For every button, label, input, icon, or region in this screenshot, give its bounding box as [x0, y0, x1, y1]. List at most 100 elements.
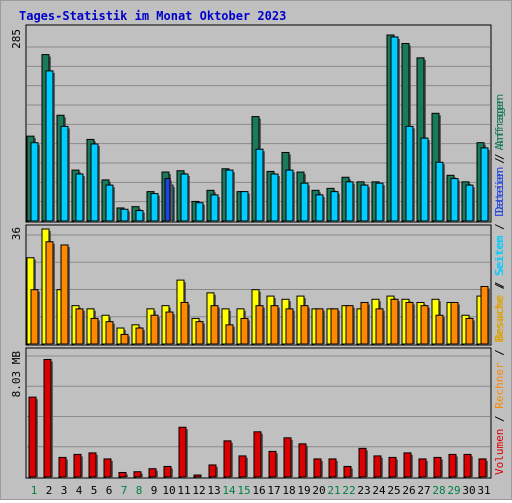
- volumen-bar: [448, 453, 457, 478]
- dateien-bar: [270, 173, 279, 222]
- chart-title: Tages-Statistik im Monat Oktober 2023: [19, 9, 286, 23]
- volumen-bar: [268, 450, 277, 478]
- dateien-bar: [390, 36, 399, 222]
- day-label: 29: [447, 484, 460, 497]
- day-label: 8: [136, 484, 143, 497]
- bottom-ymax-label: 8.03 MB: [10, 351, 23, 398]
- day-label: 20: [312, 484, 325, 497]
- volumen-bar: [328, 458, 337, 478]
- legend-entry: Anfragen: [493, 97, 506, 150]
- rechner-bar: [465, 317, 474, 345]
- volumen-bar: [163, 465, 172, 478]
- day-label: 22: [342, 484, 355, 497]
- day-label: 10: [162, 484, 175, 497]
- bottom-side-legend: Volumen / Rechner / Besuche / Seiten / D…: [493, 97, 506, 475]
- rechner-bar: [240, 317, 249, 345]
- dateien-bar: [285, 169, 294, 222]
- dateien-bar: [210, 194, 219, 222]
- dateien-bar: [465, 184, 474, 222]
- dateien-bar: [195, 202, 204, 222]
- volumen-bar: [343, 465, 352, 478]
- day-label: 27: [417, 484, 430, 497]
- volumen-bar: [253, 431, 262, 478]
- volumen-bar: [433, 456, 442, 478]
- day-label: 25: [387, 484, 400, 497]
- rechner-bar: [90, 317, 99, 345]
- day-label: 4: [76, 484, 83, 497]
- day-label: 2: [46, 484, 53, 497]
- rechner-bar: [420, 305, 429, 345]
- rechner-bar: [270, 305, 279, 345]
- dateien-bar: [30, 142, 39, 222]
- legend-entry: Seiten: [493, 237, 506, 277]
- day-label: 15: [237, 484, 250, 497]
- middle-side-legend: Besuche / Seiten: [493, 235, 506, 341]
- volumen-bar: [193, 474, 202, 478]
- day-label: 21: [327, 484, 340, 497]
- rechner-bar: [285, 308, 294, 345]
- rechner-bar: [135, 327, 144, 345]
- dateien-bar: [480, 147, 489, 222]
- legend-entry: /: [493, 150, 506, 170]
- day-label: 6: [106, 484, 113, 497]
- volumen-bar: [88, 452, 97, 478]
- dateien-bar: [105, 184, 114, 222]
- bottom-bars: [28, 358, 488, 479]
- legend-entry: Anfragen: [493, 94, 506, 147]
- dateien-bar: [45, 70, 54, 222]
- rechner-bar: [405, 301, 414, 345]
- volumen-bar: [418, 458, 427, 478]
- seiten-bar: [164, 178, 171, 222]
- rechner-bar: [30, 289, 39, 345]
- day-label: 31: [477, 484, 490, 497]
- day-label: 28: [432, 484, 445, 497]
- rechner-bar: [180, 301, 189, 345]
- legend-entry: Seiten: [493, 235, 506, 275]
- rechner-bar: [45, 241, 54, 345]
- rechner-bar: [165, 311, 174, 345]
- dateien-bar: [300, 182, 309, 222]
- dateien-bar: [135, 210, 144, 222]
- rechner-bar: [195, 321, 204, 345]
- day-label: 7: [121, 484, 128, 497]
- legend-entry: /: [493, 343, 506, 363]
- volumen-bar: [178, 426, 187, 478]
- day-label: 19: [297, 484, 310, 497]
- volumen-bar: [283, 437, 292, 478]
- dateien-bar: [315, 194, 324, 222]
- volumen-bar: [118, 471, 127, 478]
- day-label: 14: [222, 484, 236, 497]
- legend-entry: Besuche: [493, 295, 506, 341]
- day-labels: 1 2 3 4 5 6 7 8 9 10 11 12 13 14 15 16 17 18 19 20 21 22 23 24 2…: [31, 484, 491, 497]
- day-label: 17: [267, 484, 280, 497]
- rechner-bar: [450, 301, 459, 345]
- legend-entry: /: [493, 217, 506, 237]
- rechner-bar: [255, 305, 264, 345]
- volumen-bar: [373, 455, 382, 478]
- legend-entry: Besuche: [493, 296, 506, 342]
- dateien-bar: [150, 193, 159, 222]
- dateien-bar: [180, 173, 189, 222]
- day-label: 18: [282, 484, 295, 497]
- volumen-bar: [28, 396, 37, 478]
- day-label: 12: [192, 484, 205, 497]
- day-label: 16: [252, 484, 265, 497]
- volumen-bar: [298, 443, 307, 478]
- rechner-bar: [75, 308, 84, 345]
- day-label: 24: [372, 484, 386, 497]
- dateien-bar: [225, 169, 234, 222]
- volumen-bar: [463, 453, 472, 478]
- legend-entry: Rechner: [493, 362, 506, 409]
- day-label: 11: [177, 484, 190, 497]
- volumen-bar-shadow: [196, 477, 203, 479]
- dateien-bar: [75, 173, 84, 222]
- volumen-bar: [73, 453, 82, 478]
- dateien-bar: [90, 143, 99, 222]
- rechner-bar: [225, 324, 234, 345]
- legend-entry: /: [493, 276, 506, 296]
- volumen-bar: [388, 456, 397, 478]
- top-side-legend: Dateien / Anfragen: [493, 94, 506, 213]
- day-label: 5: [91, 484, 98, 497]
